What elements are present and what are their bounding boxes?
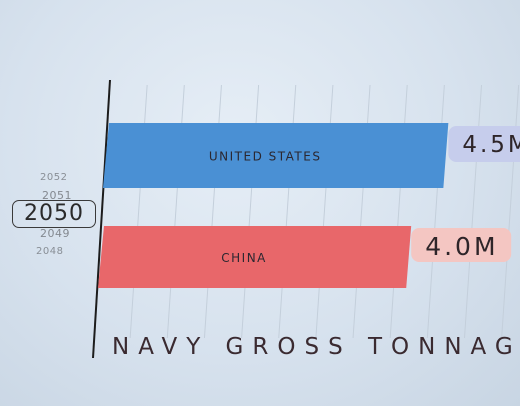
bar-label: CHINA bbox=[221, 251, 267, 265]
gridline bbox=[501, 84, 520, 339]
y-axis-line bbox=[92, 79, 111, 359]
year-label-2051: 2051 bbox=[42, 189, 72, 202]
bars: UNITED STATES 4.5M CHINA 4.0M bbox=[98, 123, 520, 288]
year-label-2048: 2048 bbox=[36, 246, 64, 257]
gridline bbox=[389, 84, 408, 339]
bar-china bbox=[98, 226, 412, 288]
gridline bbox=[166, 84, 185, 339]
gridline bbox=[129, 84, 148, 339]
value-label: 4.0M bbox=[425, 232, 498, 261]
gridline bbox=[203, 84, 222, 339]
axis-title: NAVY GROSS TONNAGE bbox=[112, 334, 520, 360]
current-year-badge: 2050 bbox=[12, 200, 96, 228]
value-label-box bbox=[411, 228, 512, 262]
value-label-box bbox=[448, 126, 520, 162]
gridline bbox=[352, 84, 371, 339]
gridline bbox=[278, 84, 297, 339]
gridlines bbox=[129, 84, 520, 339]
gridline bbox=[464, 84, 482, 339]
bar-label: UNITED STATES bbox=[209, 150, 322, 164]
gridline bbox=[315, 84, 334, 339]
year-label-2049: 2049 bbox=[40, 227, 70, 240]
year-label-2052: 2052 bbox=[40, 172, 68, 183]
gridline bbox=[426, 84, 445, 339]
bar-united-states bbox=[103, 123, 449, 188]
value-label: 4.5M bbox=[462, 132, 520, 158]
gridline bbox=[241, 84, 260, 339]
